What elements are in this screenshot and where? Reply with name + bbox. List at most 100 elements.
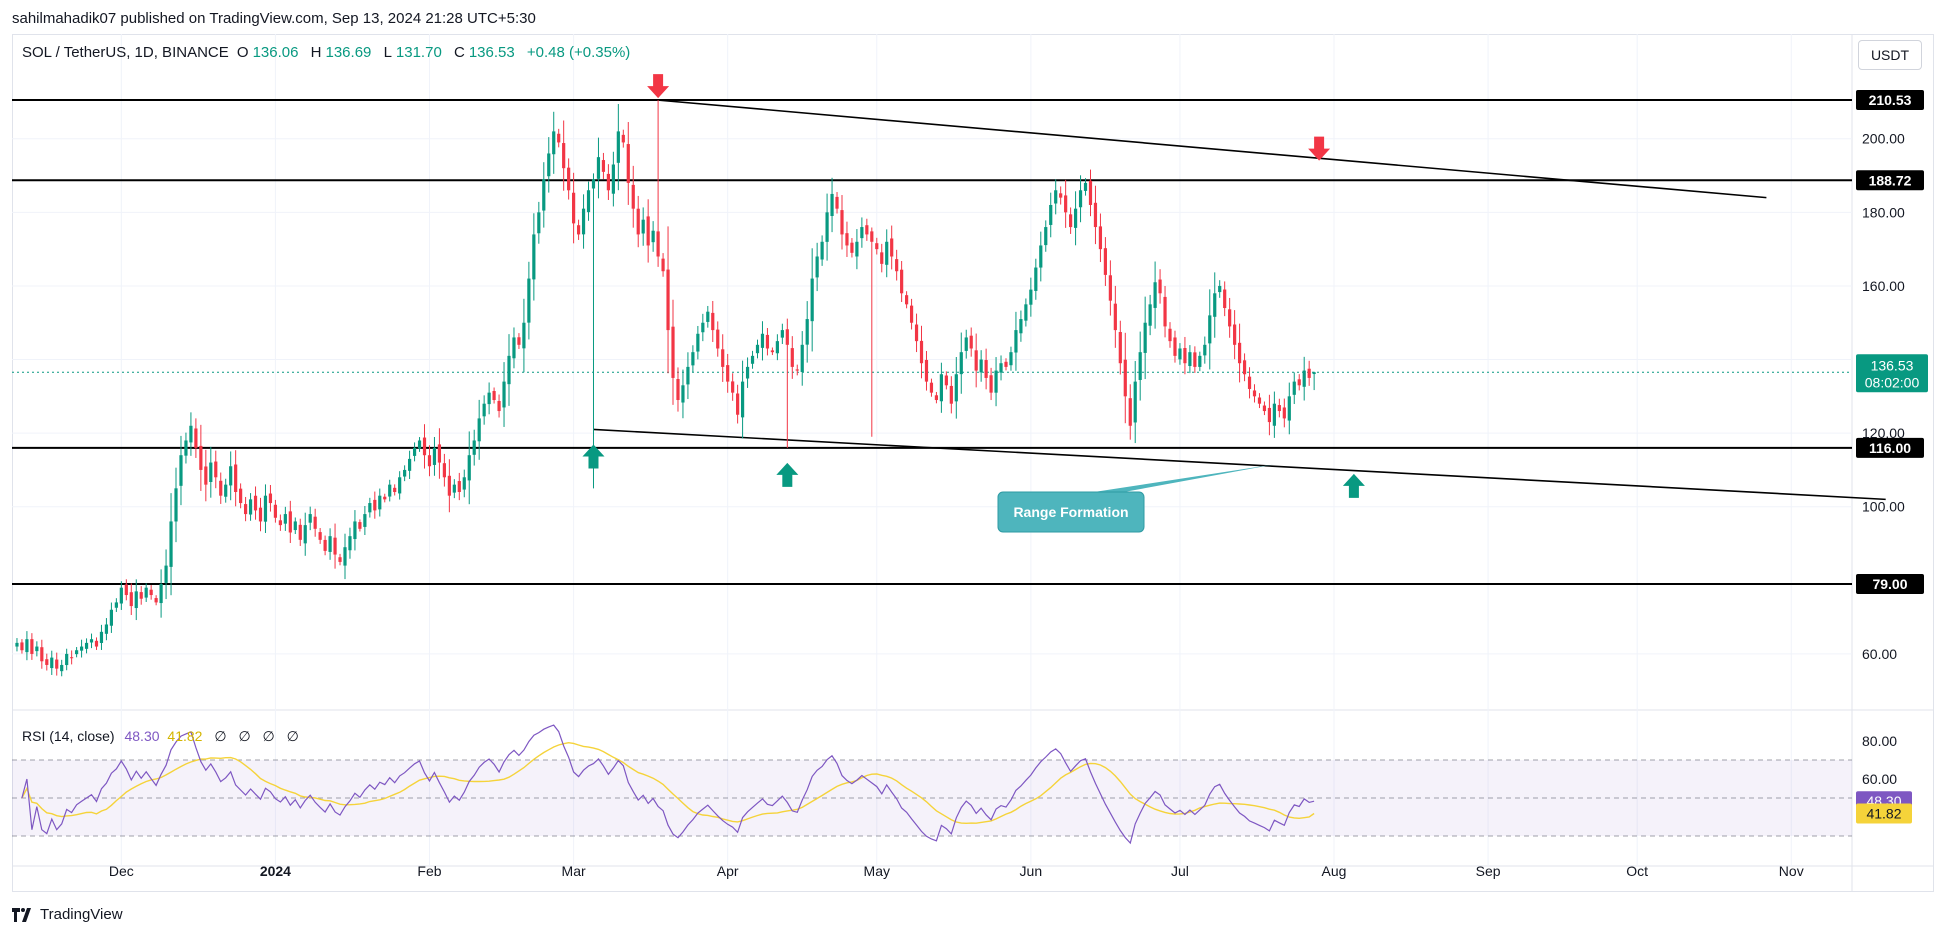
price-tick-label: 100.00 [1862, 499, 1905, 515]
candle-body [780, 330, 784, 338]
candle-body [1108, 275, 1112, 301]
candle-body [810, 278, 814, 322]
candle-body [890, 238, 894, 257]
candle-body [641, 219, 645, 234]
candle-body [348, 536, 352, 551]
candle-body [199, 445, 203, 470]
candle-body [929, 382, 934, 393]
rsi-ma-axis-label: 41.82 [1866, 806, 1901, 822]
rsi-line [21, 724, 1315, 845]
countdown-label: 08:02:00 [1865, 374, 1920, 390]
candle-body [70, 657, 74, 659]
candle-body [303, 525, 307, 544]
candle-body [611, 164, 615, 194]
level-label: 79.00 [1872, 576, 1907, 592]
candle-body [552, 131, 556, 155]
candle-body [750, 355, 755, 364]
tradingview-logo-icon[interactable] [12, 907, 34, 922]
candle-body [1009, 352, 1013, 366]
candle-body [1138, 352, 1142, 380]
candle-body [378, 495, 382, 510]
candle-body [1093, 202, 1098, 228]
candle-body [84, 642, 89, 649]
candle-body [631, 184, 635, 209]
footer-brand[interactable]: TradingView [40, 906, 123, 923]
candle-body [666, 269, 670, 331]
candle-body [1029, 289, 1033, 305]
candle-body [1133, 381, 1137, 423]
candle-body [104, 624, 109, 634]
date-tick-label: Mar [562, 863, 586, 879]
candle-body [994, 370, 998, 393]
candle-body [691, 352, 695, 366]
candle-body [60, 664, 64, 672]
rsi-label[interactable]: RSI (14, close) [22, 728, 115, 744]
candle-body [825, 212, 829, 242]
candle-body [263, 495, 268, 522]
candle-body [497, 400, 501, 412]
candle-body [765, 334, 770, 349]
candle-body [1083, 182, 1088, 191]
candle-body [989, 375, 993, 393]
candle-body [388, 484, 392, 497]
close-label: C [453, 44, 465, 61]
candle-body [1004, 361, 1008, 367]
candle-body [1302, 370, 1306, 387]
candle-body [979, 359, 983, 373]
candle-body [721, 349, 725, 367]
candle-body [1267, 407, 1272, 423]
candle-body [949, 385, 953, 404]
candle-body [40, 647, 44, 662]
candle-body [581, 208, 586, 235]
level-label-bg [1856, 90, 1924, 110]
candle-body [512, 337, 516, 359]
candle-body [437, 444, 442, 463]
candle-body [268, 493, 273, 504]
candle-body [253, 495, 258, 511]
candle-body [243, 504, 248, 515]
candle-body [909, 305, 914, 323]
candle-body [194, 428, 198, 448]
candle-body [726, 365, 730, 382]
candle-body [452, 484, 456, 493]
candle-body [586, 190, 591, 213]
candle-body [283, 514, 287, 524]
candle-body [1213, 293, 1217, 317]
candle-body [1237, 342, 1242, 364]
candle-body [1123, 359, 1127, 397]
candle-body [412, 447, 417, 456]
candle-body [219, 480, 223, 496]
candle-body [442, 463, 446, 478]
candle-body [477, 418, 481, 442]
candle-body [601, 160, 606, 172]
candle-body [934, 395, 939, 401]
candle-body [393, 487, 397, 493]
candle-body [959, 352, 963, 375]
level-label: 210.53 [1869, 92, 1912, 108]
candle-body [1242, 360, 1247, 375]
candle-body [731, 381, 735, 393]
candle-body [1188, 352, 1192, 367]
level-label-bg [1856, 170, 1924, 191]
currency-button[interactable]: USDT [1858, 40, 1922, 70]
candle-body [1218, 285, 1222, 293]
candle-body [189, 425, 193, 443]
candle-body [835, 196, 839, 209]
price-tick-label: 120.00 [1862, 425, 1905, 441]
date-tick-label: Jun [1020, 863, 1043, 879]
candle-body [373, 499, 377, 511]
annotation: Range Formation [997, 464, 1275, 533]
candle-body [840, 210, 844, 235]
low-label: L [383, 44, 392, 61]
candle-body [775, 341, 779, 354]
candle-body [1044, 227, 1048, 246]
rsi-tick-label: 60.00 [1862, 771, 1897, 787]
symbol-label[interactable]: SOL / TetherUS, 1D, BINANCE [22, 44, 229, 61]
candle-body [1088, 180, 1093, 205]
high-label: H [310, 44, 322, 61]
candle-body [1143, 322, 1147, 353]
trendline [658, 99, 1767, 199]
candle-body [447, 475, 451, 496]
candle-body [288, 511, 292, 533]
